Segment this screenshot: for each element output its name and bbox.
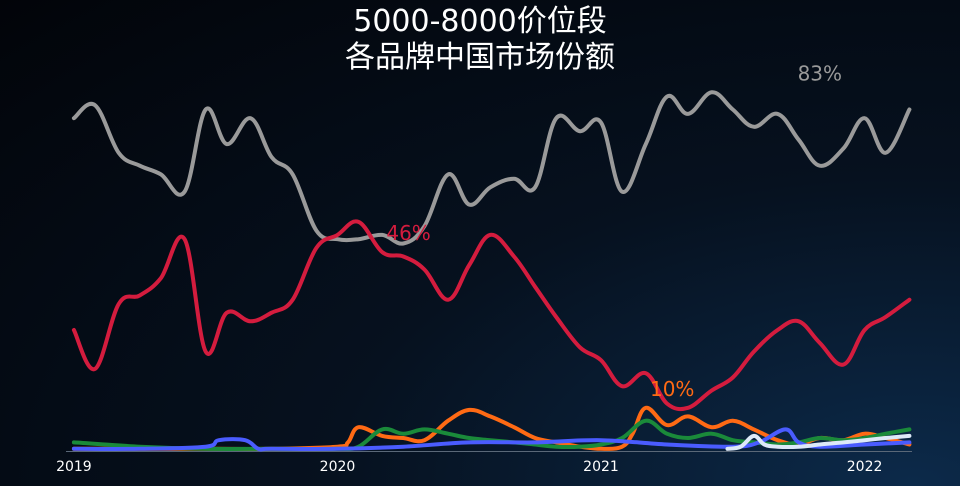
x-tick-label-2020: 2020 <box>320 459 356 475</box>
series-line-2 <box>71 219 912 412</box>
data-label-1: 83% <box>798 61 842 85</box>
annotations: 83% 46% 10% <box>386 61 842 401</box>
series-line-4 <box>71 418 912 451</box>
data-label-2: 46% <box>386 221 430 245</box>
data-label-3: 10% <box>650 377 694 401</box>
series-line-6 <box>725 433 912 451</box>
chart-title-line2: 各品牌中国市场份额 <box>345 40 615 75</box>
chart-title-line1: 5000-8000价位段 <box>353 4 607 39</box>
series-line-5 <box>71 427 912 452</box>
x-tick-label-2019: 2019 <box>56 459 92 475</box>
x-tick-labels: 2019 2020 2021 2022 <box>56 459 882 475</box>
x-tick-label-2022: 2022 <box>847 459 883 475</box>
x-tick-label-2021: 2021 <box>583 459 619 475</box>
chart-title: 5000-8000价位段 各品牌中国市场份额 <box>0 4 960 76</box>
series-layer <box>71 90 912 452</box>
series-line-1 <box>71 90 912 246</box>
